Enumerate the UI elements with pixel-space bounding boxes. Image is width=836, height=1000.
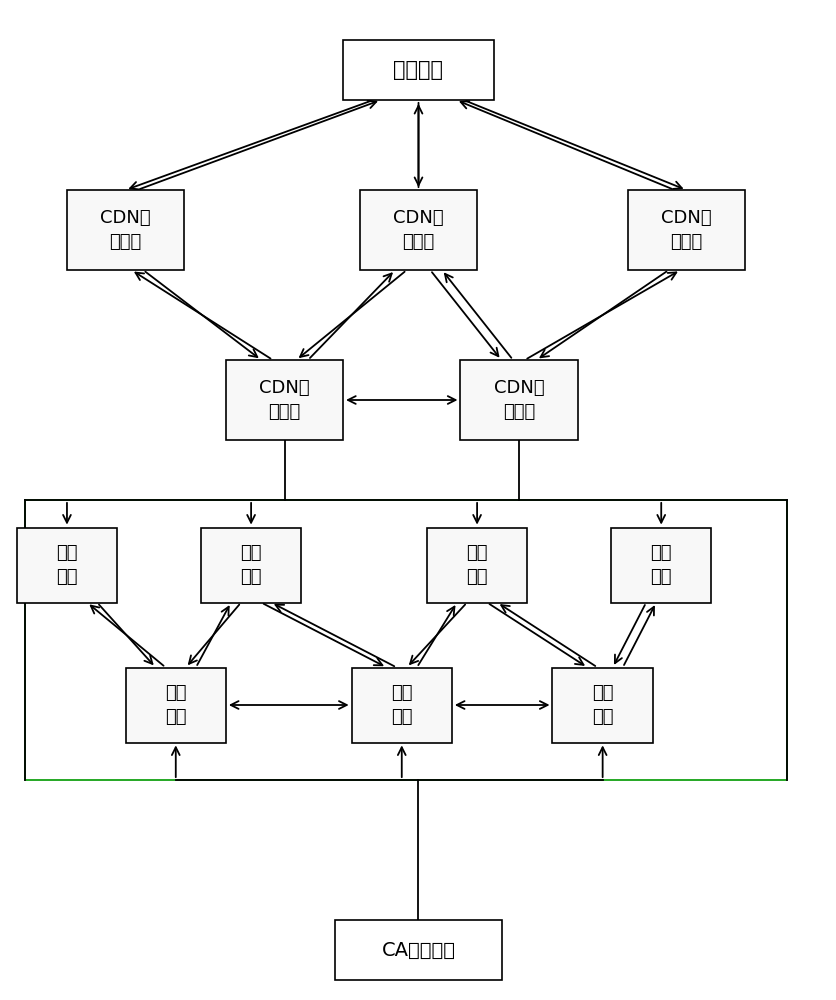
Text: 用户
终端: 用户 终端 [466,544,487,586]
Text: 用户
终端: 用户 终端 [390,684,412,726]
FancyBboxPatch shape [351,668,451,742]
Text: CDN网
络节点: CDN网 络节点 [493,379,543,421]
FancyBboxPatch shape [334,920,502,980]
FancyBboxPatch shape [125,668,226,742]
Text: CA认证中心: CA认证中心 [381,940,455,960]
FancyBboxPatch shape [343,40,493,100]
FancyBboxPatch shape [460,360,577,440]
Bar [25,500,786,780]
Text: CDN网
络节点: CDN网 络节点 [393,209,443,251]
Text: 用户
终端: 用户 终端 [591,684,613,726]
Text: 用户
终端: 用户 终端 [240,544,262,586]
FancyBboxPatch shape [627,190,744,270]
Text: 用户
终端: 用户 终端 [165,684,186,726]
FancyBboxPatch shape [359,190,477,270]
FancyBboxPatch shape [426,527,527,602]
Text: CDN网
络节点: CDN网 络节点 [660,209,711,251]
FancyBboxPatch shape [226,360,343,440]
FancyBboxPatch shape [552,668,652,742]
Text: CDN网
络节点: CDN网 络节点 [259,379,309,421]
Text: 源服务器: 源服务器 [393,60,443,80]
FancyBboxPatch shape [610,527,711,602]
FancyBboxPatch shape [67,190,184,270]
FancyBboxPatch shape [17,527,117,602]
Text: CDN网
络节点: CDN网 络节点 [100,209,150,251]
Text: 用户
终端: 用户 终端 [650,544,671,586]
FancyBboxPatch shape [201,527,301,602]
Text: 用户
终端: 用户 终端 [56,544,78,586]
